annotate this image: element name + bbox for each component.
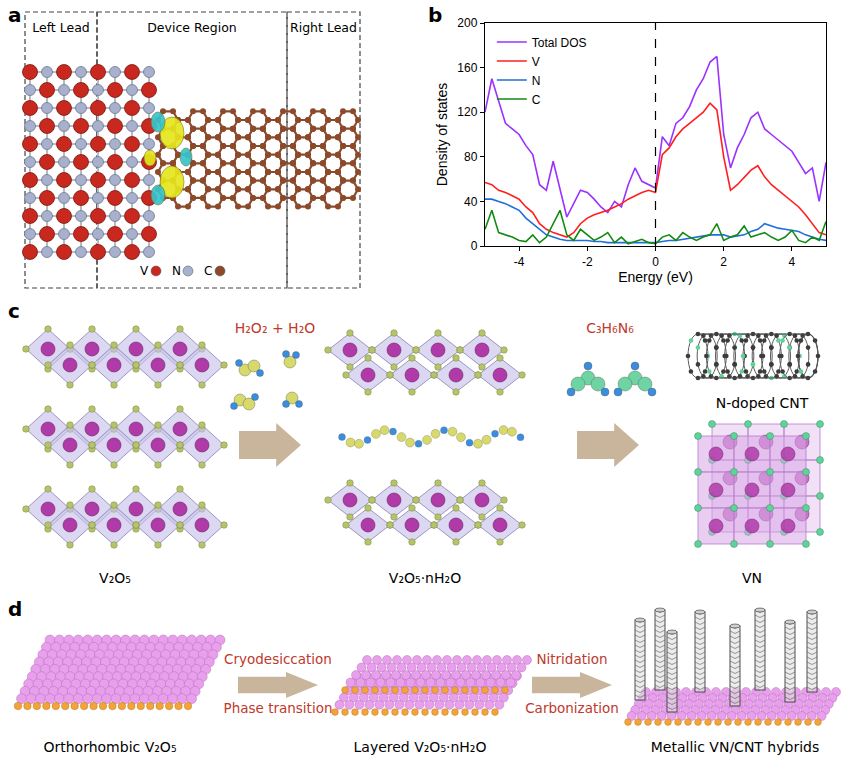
svg-text:Energy (eV): Energy (eV)	[618, 269, 693, 285]
svg-text:C₃H₆N₆: C₃H₆N₆	[586, 320, 634, 336]
svg-text:a: a	[8, 3, 22, 27]
svg-text:Cryodesiccation: Cryodesiccation	[224, 651, 332, 667]
svg-text:V: V	[140, 264, 149, 278]
svg-text:V: V	[532, 55, 540, 69]
svg-text:d: d	[8, 597, 22, 621]
svg-text:Right Lead: Right Lead	[290, 20, 357, 35]
svg-text:4: 4	[789, 255, 796, 269]
svg-text:c: c	[8, 299, 20, 323]
svg-text:40: 40	[464, 195, 478, 209]
svg-text:Orthorhombic V₂O₅: Orthorhombic V₂O₅	[43, 739, 176, 755]
svg-text:0: 0	[652, 255, 659, 269]
svg-text:Density of states: Density of states	[434, 83, 450, 187]
svg-text:VN: VN	[742, 570, 762, 586]
svg-text:Nitridation: Nitridation	[536, 651, 607, 667]
svg-text:Total DOS: Total DOS	[532, 36, 587, 50]
svg-text:Layered V₂O₅·nH₂O: Layered V₂O₅·nH₂O	[354, 739, 487, 755]
svg-text:Metallic VN/CNT hybrids: Metallic VN/CNT hybrids	[651, 739, 819, 755]
svg-text:C: C	[204, 264, 212, 278]
svg-text:Carbonization: Carbonization	[525, 700, 619, 716]
svg-text:-2: -2	[582, 255, 593, 269]
svg-text:120: 120	[457, 105, 477, 119]
svg-text:Left Lead: Left Lead	[32, 20, 90, 35]
svg-text:-4: -4	[514, 255, 525, 269]
svg-text:80: 80	[464, 150, 478, 164]
svg-text:V₂O₅: V₂O₅	[99, 570, 131, 586]
svg-text:Device Region: Device Region	[147, 20, 237, 35]
svg-text:N: N	[172, 264, 181, 278]
svg-text:V₂O₅·nH₂O: V₂O₅·nH₂O	[389, 570, 461, 586]
svg-text:N: N	[532, 74, 541, 88]
svg-text:160: 160	[457, 61, 477, 75]
svg-text:0: 0	[471, 239, 478, 253]
svg-text:Phase transition: Phase transition	[224, 700, 333, 716]
svg-text:N-doped CNT: N-doped CNT	[716, 395, 809, 411]
svg-text:H₂O₂ + H₂O: H₂O₂ + H₂O	[235, 320, 316, 336]
svg-text:b: b	[428, 3, 442, 27]
svg-text:200: 200	[457, 16, 477, 30]
svg-text:C: C	[532, 93, 541, 107]
svg-text:2: 2	[720, 255, 727, 269]
